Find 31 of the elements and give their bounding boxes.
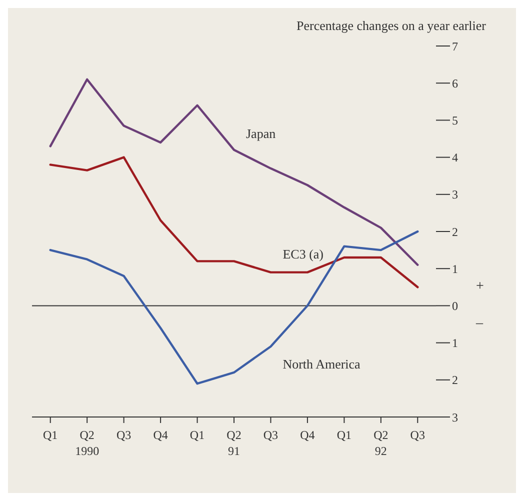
- x-tick-label: Q1: [190, 428, 205, 442]
- y-tick-label: 6: [452, 76, 458, 90]
- y-tick-label: 3: [452, 188, 458, 202]
- y-tick-label: 2: [452, 224, 458, 239]
- x-tick-label: Q1: [43, 428, 58, 442]
- x-tick-label: Q4: [153, 428, 168, 442]
- y-tick-label: 5: [452, 113, 458, 128]
- text: +: [476, 279, 484, 296]
- y-tick-label: 4: [452, 150, 458, 165]
- line-series: [49, 156, 419, 288]
- x-tick-label: Q2 92: [374, 428, 388, 458]
- x-tick-label: Q3: [116, 428, 132, 442]
- x-tick-label: Q2 1990: [75, 428, 100, 458]
- text: –: [476, 316, 483, 332]
- y-tick-label: 0: [452, 298, 458, 313]
- x-tick-label: Q4: [300, 428, 315, 442]
- x-tick-label: Q2 91: [226, 428, 242, 458]
- x-tick-label: Q3: [410, 428, 425, 442]
- series-label: Japan: [246, 126, 276, 141]
- series-label: North America: [282, 356, 361, 372]
- x-tick-label: Q1: [336, 428, 352, 442]
- line-series: [49, 78, 419, 266]
- x-tick-label: Q3: [263, 428, 278, 442]
- y-tick-label: 3: [452, 410, 458, 424]
- y-tick-label: 1: [452, 336, 458, 350]
- y-tick-label: 1: [452, 262, 458, 276]
- y-tick-label: 7: [452, 39, 458, 54]
- series-label: EC3 (a): [282, 246, 324, 262]
- y-axis-title: Percentage changes on a year earlier: [296, 18, 486, 34]
- y-tick-label: 2: [452, 373, 458, 388]
- line-series: [49, 230, 419, 385]
